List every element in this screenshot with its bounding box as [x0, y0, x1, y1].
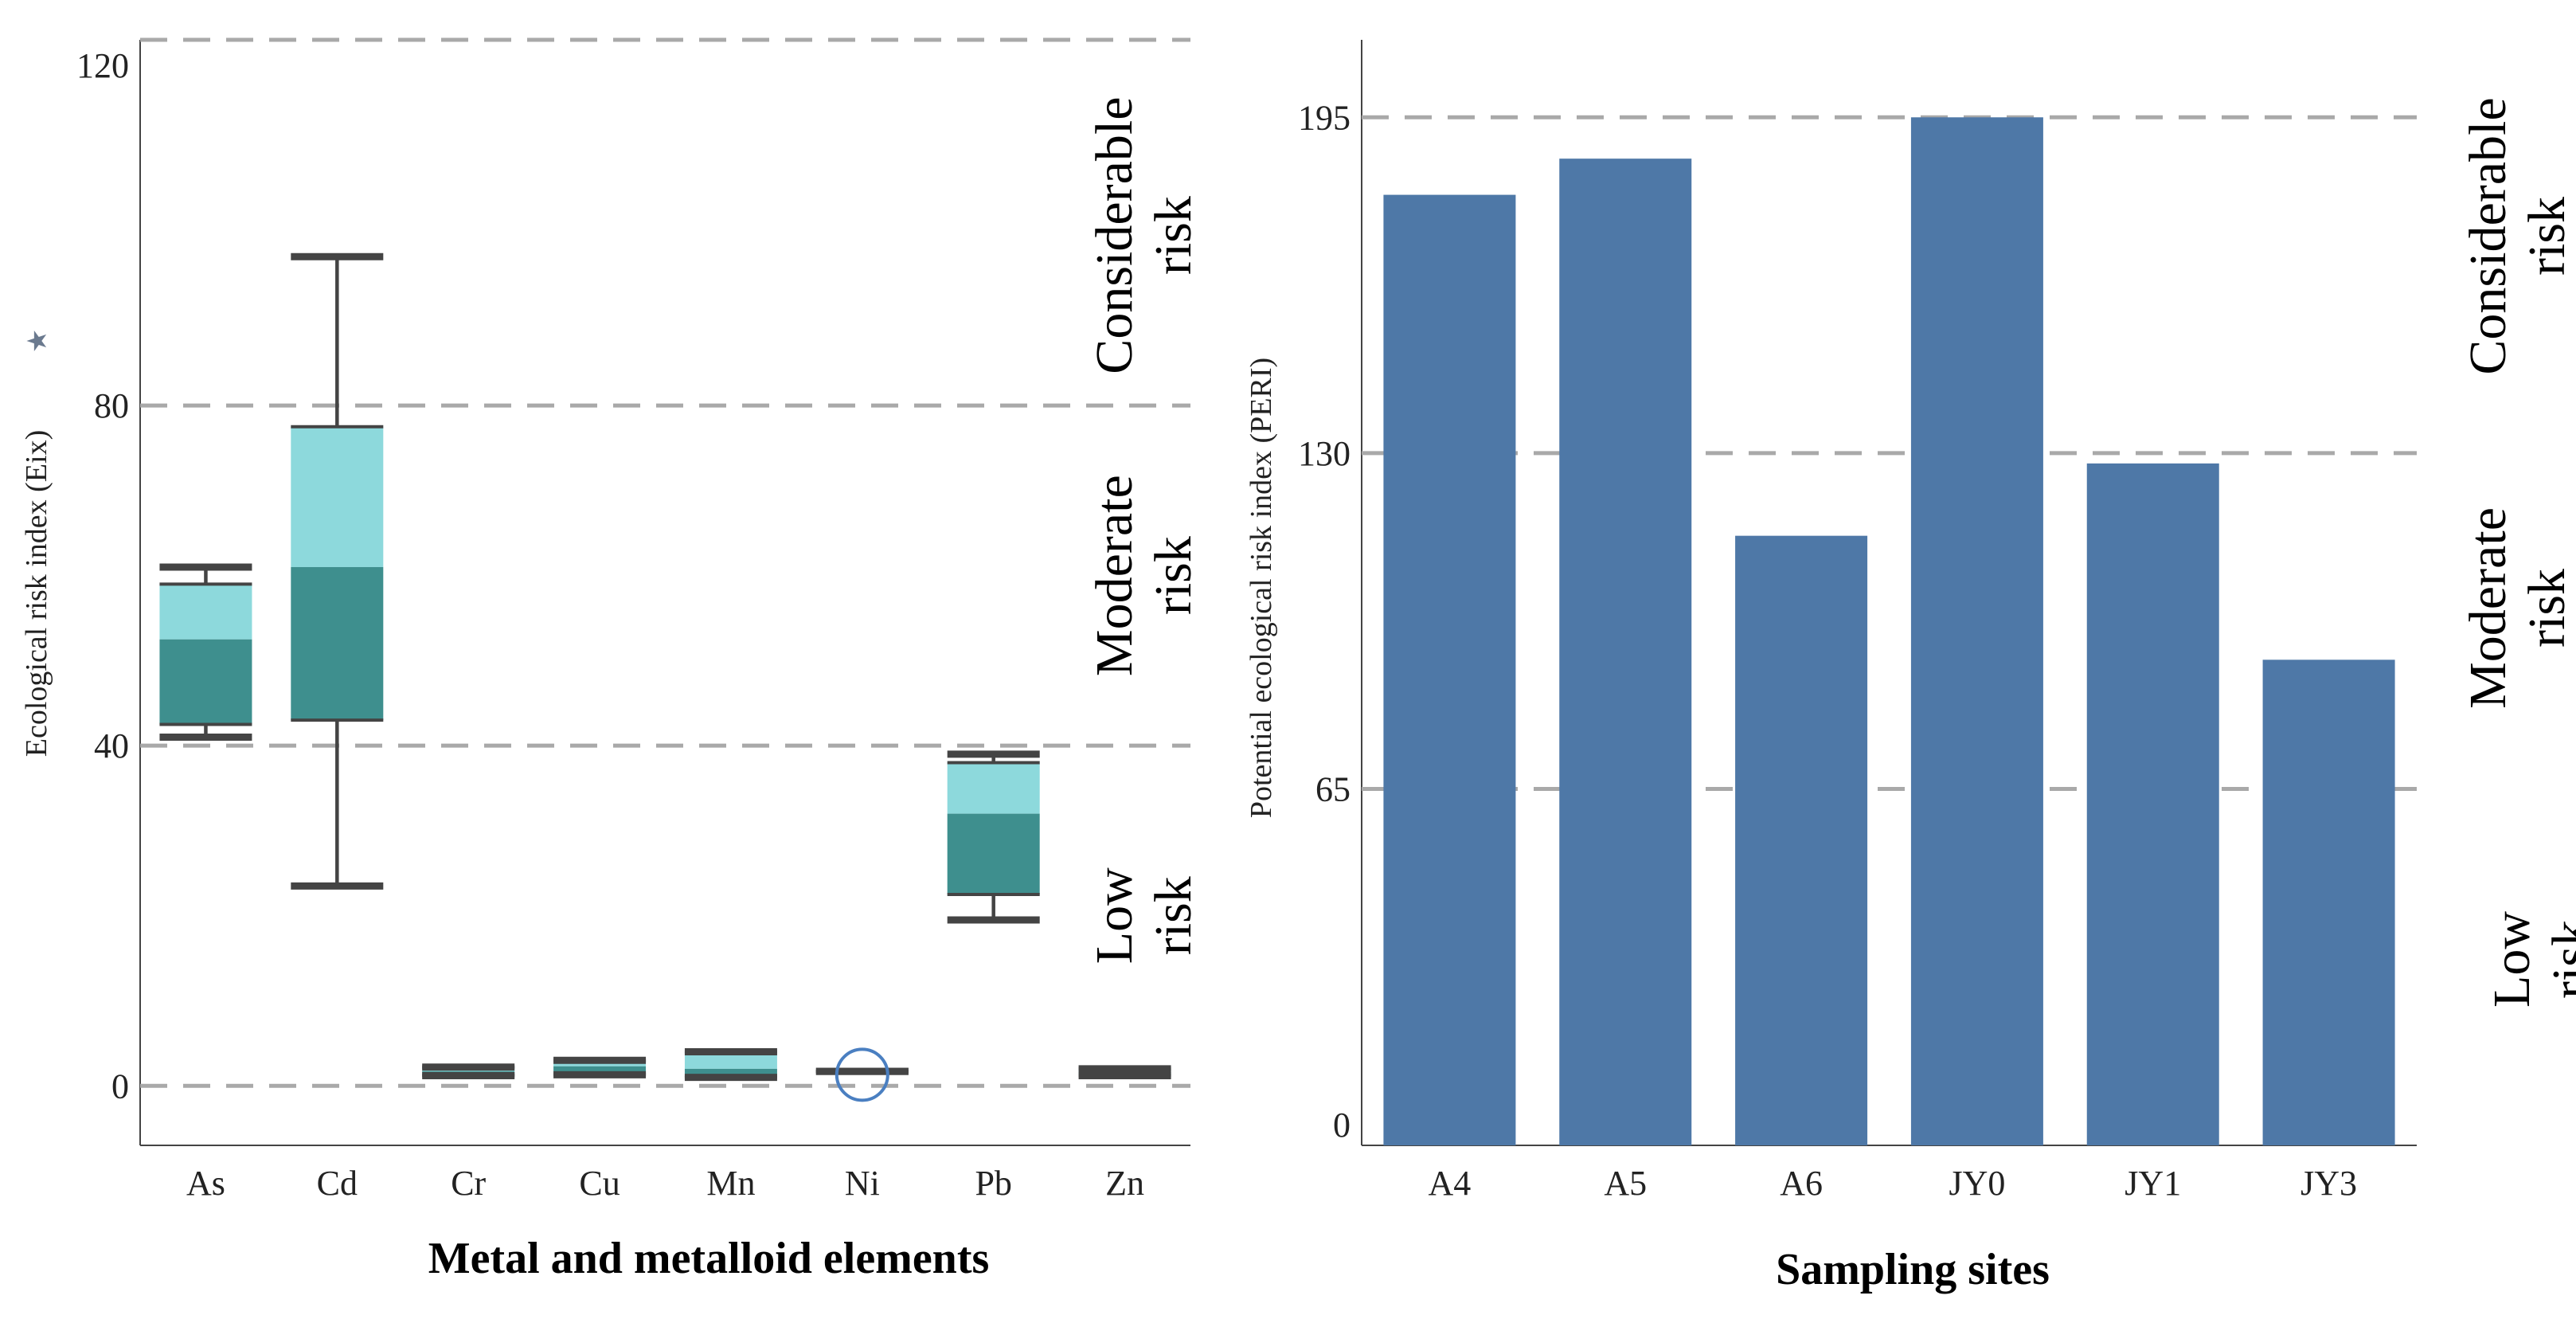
x-axis-title: Metal and metalloid elements: [428, 1234, 990, 1283]
risk-zone-label: Considerablerisk: [1085, 96, 1202, 374]
y-tick-label: 120: [76, 46, 129, 85]
box-Zn: [1078, 1065, 1171, 1079]
box-Ni: [815, 1047, 909, 1102]
risk-zone-label: Lowrisk: [2483, 911, 2576, 1008]
outlier-marker: [835, 1047, 889, 1102]
x-tick-label: Cu: [579, 1164, 620, 1203]
risk-zone-label-line: risk: [2518, 197, 2576, 276]
box-lower-half: [553, 1066, 647, 1075]
risk-zone-label-line: risk: [1144, 876, 1202, 955]
x-tick-label: Cr: [451, 1164, 486, 1203]
bar-A5: [1559, 159, 1692, 1145]
risk-zone-label: Moderaterisk: [2459, 507, 2576, 709]
x-tick-label: Cd: [317, 1164, 358, 1203]
x-tick-label: Ni: [845, 1164, 880, 1203]
risk-zone-label: Considerablerisk: [2459, 97, 2576, 374]
bar-A4: [1383, 194, 1516, 1145]
boxplot-chart: 0 40 80 120 As Cd Cr Cu Mn Ni Pb Zn Ecological risk …: [20, 37, 1202, 1283]
risk-zone-label-line: risk: [1144, 196, 1202, 275]
risk-zone-label-line: risk: [1144, 536, 1202, 615]
risk-zone-label-line: Considerable: [2459, 97, 2517, 374]
x-tick-label: Mn: [706, 1164, 755, 1203]
box-lower-half: [291, 566, 384, 721]
box-upper-half: [684, 1051, 777, 1069]
bar-JY3: [2262, 660, 2395, 1145]
box-upper-half: [947, 762, 1040, 814]
y-axis-title: Ecological risk index (Eix): [20, 430, 53, 757]
y-axis-title: Potential ecological risk index (PERI): [1245, 358, 1278, 818]
bar-JY0: [1910, 117, 2043, 1146]
risk-zone-label-line: Low: [1085, 867, 1143, 964]
risk-zone-label-line: Low: [2483, 911, 2541, 1008]
star-icon: ★: [23, 329, 53, 353]
box-As: [159, 563, 252, 742]
risk-zone-label: Lowrisk: [1085, 867, 1202, 964]
box-Pb: [947, 750, 1040, 924]
bar-chart: 0 65 130 195 A4 A5 A6 JY0 JY1 JY3 Potential ecolog…: [1245, 40, 2576, 1294]
box-Cd: [291, 252, 384, 890]
risk-zone-label-line: Moderate: [2459, 507, 2517, 709]
y-tick-label: 40: [94, 726, 129, 765]
box-upper-half: [159, 584, 252, 640]
bar-JY1: [2086, 463, 2219, 1145]
box-lower-half: [684, 1068, 777, 1078]
x-tick-label: Zn: [1105, 1164, 1144, 1203]
box-Cr: [422, 1063, 515, 1079]
box-Mn: [684, 1048, 777, 1082]
y-tick-label: 195: [1298, 98, 1351, 137]
risk-zone-label-line: risk: [2518, 569, 2576, 648]
risk-zone-label-line: Considerable: [1085, 96, 1143, 374]
x-axis-title: Sampling sites: [1776, 1245, 2050, 1294]
x-tick-label: JY3: [2300, 1164, 2357, 1203]
y-tick-label: 80: [94, 386, 129, 425]
risk-zone-label-line: risk: [2542, 920, 2576, 999]
x-tick-label: Pb: [975, 1164, 1011, 1203]
x-tick-label: A4: [1429, 1164, 1472, 1203]
risk-zone-label: Moderaterisk: [1085, 475, 1202, 676]
y-tick-label: 0: [111, 1067, 129, 1106]
bar-A6: [1735, 535, 1868, 1145]
y-tick-label: 130: [1298, 434, 1351, 473]
risk-zone-label-line: Moderate: [1085, 475, 1143, 676]
box-lower-half: [947, 813, 1040, 895]
x-tick-label: A5: [1604, 1164, 1647, 1203]
x-tick-label: JY1: [2125, 1164, 2181, 1203]
y-tick-label: 65: [1315, 769, 1351, 808]
x-tick-label: A6: [1780, 1164, 1823, 1203]
box-upper-half: [291, 426, 384, 567]
x-tick-label: As: [186, 1164, 225, 1203]
box-lower-half: [159, 639, 252, 725]
x-tick-label: JY0: [1949, 1164, 2005, 1203]
y-tick-label: 0: [1333, 1106, 1351, 1145]
box-Cu: [553, 1056, 647, 1078]
